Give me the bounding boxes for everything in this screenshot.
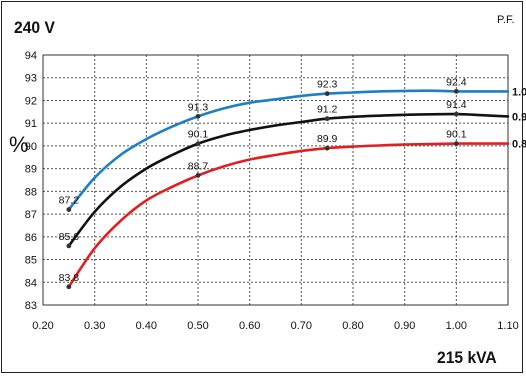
x-tick-label: 0.70	[291, 320, 312, 332]
y-tick-label: 85	[25, 255, 37, 267]
data-point-marker	[453, 141, 459, 147]
x-tick-label: 0.90	[394, 320, 415, 332]
voltage-label: 240 V	[14, 18, 55, 37]
data-label: 91.3	[188, 101, 209, 113]
y-axis-label: %	[9, 132, 29, 157]
data-label: 89.9	[317, 133, 338, 145]
y-tick-label: 83	[25, 300, 37, 312]
series-line-pf-0-9	[67, 112, 510, 248]
series-line-pf-1-0	[67, 89, 510, 211]
legend-entry-pf-0-9: 0.9	[512, 111, 526, 123]
data-point-marker	[66, 207, 72, 212]
data-label: 92.3	[317, 79, 338, 91]
data-label: 88.7	[188, 160, 209, 172]
x-tick-label: 0.30	[84, 320, 105, 332]
data-point-marker	[195, 113, 201, 119]
data-point-marker	[324, 145, 330, 151]
data-label: 90.1	[446, 129, 467, 141]
data-point-marker	[66, 243, 72, 249]
y-tick-label: 84	[25, 277, 37, 289]
data-label: 91.2	[317, 104, 338, 116]
y-tick-label: 91	[25, 118, 37, 130]
data-point-marker	[66, 284, 72, 290]
data-point-marker	[453, 111, 459, 117]
x-tick-label: 0.80	[342, 320, 363, 332]
x-tick-label: 1.10	[497, 320, 518, 332]
data-point-marker	[324, 91, 330, 97]
y-tick-label: 89	[25, 164, 37, 176]
x-tick-label: 0.40	[136, 320, 157, 332]
y-tick-label: 90	[25, 141, 37, 153]
plot-border	[42, 54, 509, 306]
data-label: 90.1	[188, 129, 209, 141]
x-tick-label: 0.60	[239, 320, 260, 332]
y-tick-label: 88	[25, 186, 37, 198]
data-label: 85.6	[59, 231, 80, 243]
data-point-marker	[453, 88, 459, 94]
data-point-marker	[195, 173, 201, 178]
x-tick-label: 0.50	[187, 320, 208, 332]
x-tick-label: 0.20	[32, 320, 53, 332]
data-label: 91.4	[446, 99, 467, 111]
series-line-pf-0-8	[67, 142, 510, 289]
legend-entry-pf-1-0: 1.0	[512, 86, 526, 98]
data-point-marker	[324, 116, 330, 122]
y-tick-label: 94	[25, 50, 37, 62]
data-label: 87.2	[59, 195, 80, 207]
legend-title: P.F.	[497, 14, 515, 26]
x-axis-unit-label: 215 kVA	[437, 348, 497, 367]
data-label: 92.4	[446, 76, 467, 88]
legend-entry-pf-0-8: 0.8	[512, 139, 526, 151]
y-tick-label: 87	[25, 209, 37, 221]
data-label: 83.8	[59, 272, 80, 284]
y-tick-label: 92	[25, 95, 37, 107]
data-point-marker	[195, 141, 201, 147]
x-tick-label: 1.00	[446, 320, 467, 332]
y-tick-label: 93	[25, 73, 37, 85]
plot-area	[43, 55, 508, 305]
y-tick-label: 86	[25, 232, 37, 244]
